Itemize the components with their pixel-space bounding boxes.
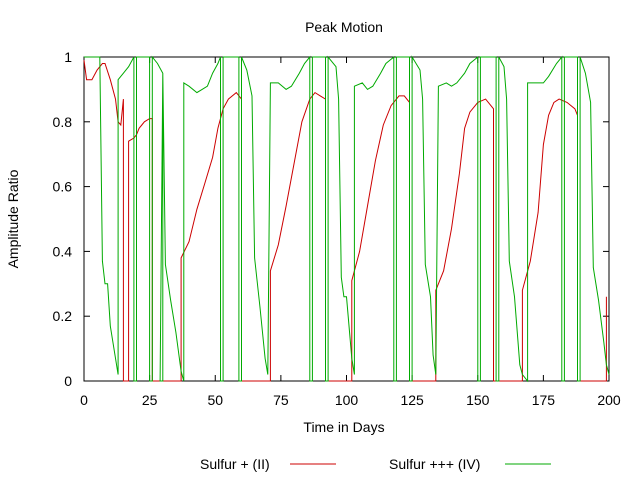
series-line-2 [84,55,610,383]
y-tick-label: 1 [64,49,72,65]
y-tick-label: 0.2 [53,308,73,324]
x-tick-label: 25 [142,392,158,408]
y-tick-label: 0.4 [53,243,73,259]
legend-label-series-2: Sulfur +++ (IV) [389,456,480,472]
chart-title: Peak Motion [305,19,383,35]
plot-area [83,55,610,383]
y-tick-label: 0.8 [53,114,73,130]
y-tick-label: 0 [64,373,72,389]
x-tick-label: 150 [466,392,490,408]
y-axis-label: Amplitude Ratio [5,169,21,268]
x-tick-label: 100 [335,392,359,408]
legend-label-series-1: Sulfur + (II) [200,456,270,472]
x-tick-label: 125 [400,392,424,408]
x-axis-label: Time in Days [303,419,384,435]
x-tick-label: 75 [273,392,289,408]
x-tick-label: 175 [532,392,556,408]
x-tick-label: 200 [597,392,621,408]
x-tick-label: 50 [207,392,223,408]
y-axis: 0 0.2 0.4 0.6 0.8 1 [53,49,609,389]
y-tick-label: 0.6 [53,179,73,195]
legend: Sulfur + (II) Sulfur +++ (IV) [200,456,551,472]
x-tick-label: 0 [80,392,88,408]
